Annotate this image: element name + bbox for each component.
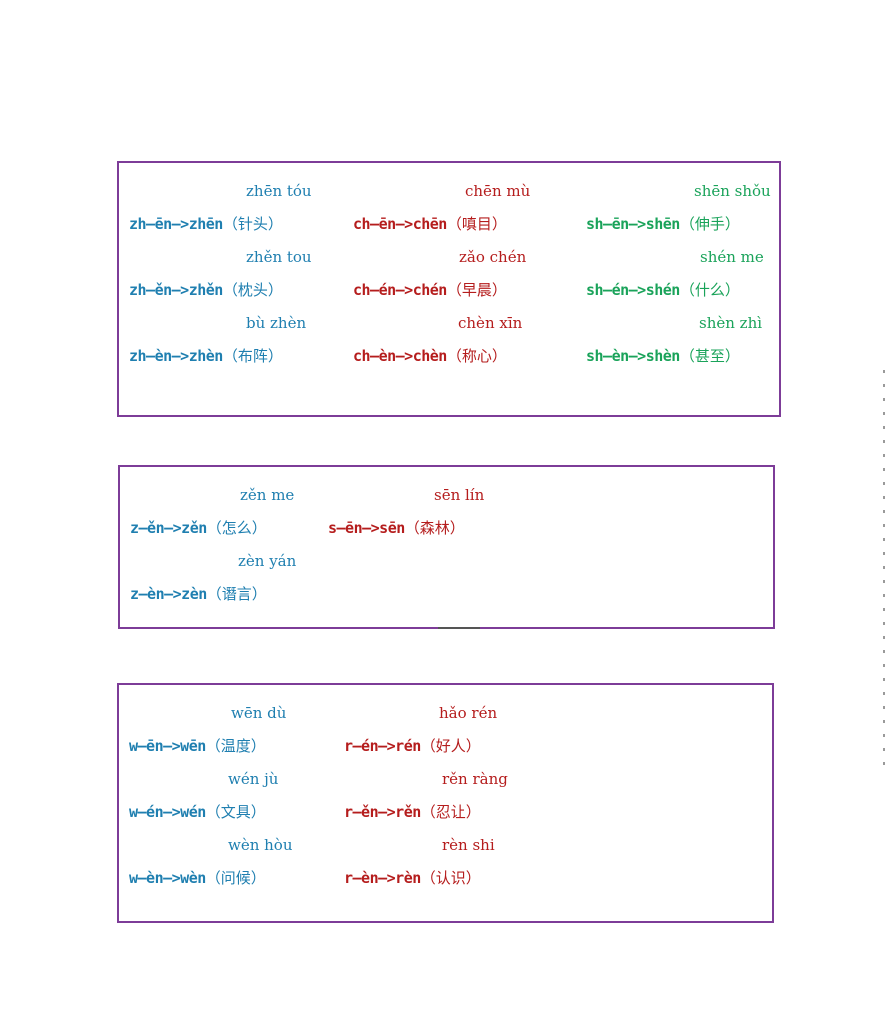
entry: hǎo rén r—én—>rén（好人） (344, 701, 534, 767)
entry: bù zhèn zh—èn—>zhèn（布阵） (129, 311, 329, 377)
pinyin-label: hǎo rén (439, 704, 498, 722)
pinyin-label: wèn hòu (228, 836, 293, 854)
entry: wèn hòu w—èn—>wèn（问候） (129, 833, 319, 899)
word-text: （忍让） (420, 803, 481, 821)
entry: rèn shi r—èn—>rèn（认识） (344, 833, 534, 899)
entry: shēn shǒu sh—ēn—>shēn（伸手） (586, 179, 776, 245)
rule-text: zh—ēn—>zhēn (129, 215, 223, 233)
word-text: （好人） (420, 737, 481, 755)
column-zh: zhēn tóu zh—ēn—>zhēn（针头） zhěn tou zh—ěn—… (129, 179, 329, 377)
word-text: （嗔目） (446, 215, 507, 233)
column-z: zěn me z—ěn—>zěn（怎么） zèn yán z—èn—>zèn（谮… (130, 483, 320, 615)
word-text: （甚至） (679, 347, 740, 365)
word-text: （森林） (404, 519, 465, 537)
pinyin-label: zǎo chén (459, 248, 527, 266)
pinyin-label: zěn me (240, 486, 295, 504)
entry: zǎo chén ch—én—>chén（早晨） (353, 245, 553, 311)
rule-text: zh—ěn—>zhěn (129, 281, 223, 299)
entry: shèn zhì sh—èn—>shèn（甚至） (586, 311, 776, 377)
column-w: wēn dù w—ēn—>wēn（温度） wén jù w—én—>wén（文具… (129, 701, 319, 899)
pinyin-label: wén jù (228, 770, 279, 788)
entry: zhēn tóu zh—ēn—>zhēn（针头） (129, 179, 329, 245)
rule-text: r—èn—>rèn (344, 869, 421, 887)
rule-text: w—én—>wén (129, 803, 206, 821)
box-zh-ch-sh: zhēn tóu zh—ēn—>zhēn（针头） zhěn tou zh—ěn—… (117, 161, 781, 417)
rule-text: zh—èn—>zhèn (129, 347, 223, 365)
word-text: （针头） (222, 215, 283, 233)
box-z-s: zěn me z—ěn—>zěn（怎么） zèn yán z—èn—>zèn（谮… (118, 465, 775, 629)
entry: zèn yán z—èn—>zèn（谮言） (130, 549, 320, 615)
column-r: hǎo rén r—én—>rén（好人） rěn ràng r—ěn—>rěn… (344, 701, 534, 899)
word-text: （认识） (420, 869, 481, 887)
box-w-r: wēn dù w—ēn—>wēn（温度） wén jù w—én—>wén（文具… (117, 683, 774, 923)
rule-text: ch—ēn—>chēn (353, 215, 447, 233)
entry: shén me sh—én—>shén（什么） (586, 245, 776, 311)
rule-text: ch—èn—>chèn (353, 347, 447, 365)
pinyin-label: shēn shǒu (694, 182, 771, 200)
rule-text: r—én—>rén (344, 737, 421, 755)
rule-text: r—ěn—>rěn (344, 803, 421, 821)
word-text: （称心） (446, 347, 507, 365)
pinyin-label: bù zhèn (246, 314, 307, 332)
pinyin-label: chèn xīn (458, 314, 523, 332)
pinyin-label: sēn lín (434, 486, 485, 504)
rule-text: w—èn—>wèn (129, 869, 206, 887)
rule-text: w—ēn—>wēn (129, 737, 206, 755)
word-text: （什么） (679, 281, 740, 299)
divider-mark (438, 627, 480, 629)
word-text: （枕头） (222, 281, 283, 299)
rule-text: z—ěn—>zěn (130, 519, 207, 537)
rule-text: s—ēn—>sēn (328, 519, 405, 537)
pinyin-label: zèn yán (238, 552, 297, 570)
entry: zěn me z—ěn—>zěn（怎么） (130, 483, 320, 549)
word-text: （温度） (205, 737, 266, 755)
rule-text: ch—én—>chén (353, 281, 447, 299)
entry: wēn dù w—ēn—>wēn（温度） (129, 701, 319, 767)
column-sh: shēn shǒu sh—ēn—>shēn（伸手） shén me sh—én—… (586, 179, 776, 377)
rule-text: z—èn—>zèn (130, 585, 207, 603)
pinyin-label: chēn mù (465, 182, 531, 200)
pinyin-label: zhēn tóu (246, 182, 312, 200)
column-s: sēn lín s—ēn—>sēn（森林） (328, 483, 518, 549)
word-text: （伸手） (679, 215, 740, 233)
entry: chēn mù ch—ēn—>chēn（嗔目） (353, 179, 553, 245)
rule-text: sh—ēn—>shēn (586, 215, 680, 233)
rule-text: sh—én—>shén (586, 281, 680, 299)
word-text: （布阵） (222, 347, 283, 365)
word-text: （谮言） (206, 585, 267, 603)
entry: wén jù w—én—>wén（文具） (129, 767, 319, 833)
entry: rěn ràng r—ěn—>rěn（忍让） (344, 767, 534, 833)
entry: chèn xīn ch—èn—>chèn（称心） (353, 311, 553, 377)
column-ch: chēn mù ch—ēn—>chēn（嗔目） zǎo chén ch—én—>… (353, 179, 553, 377)
pinyin-label: shén me (700, 248, 764, 266)
word-text: （问候） (205, 869, 266, 887)
word-text: （怎么） (206, 519, 267, 537)
edge-artifact (883, 370, 885, 770)
entry: sēn lín s—ēn—>sēn（森林） (328, 483, 518, 549)
pinyin-label: wēn dù (231, 704, 287, 722)
word-text: （早晨） (446, 281, 507, 299)
rule-text: sh—èn—>shèn (586, 347, 680, 365)
pinyin-label: zhěn tou (246, 248, 312, 266)
entry: zhěn tou zh—ěn—>zhěn（枕头） (129, 245, 329, 311)
pinyin-label: rěn ràng (442, 770, 508, 788)
pinyin-label: rèn shi (442, 836, 495, 854)
pinyin-label: shèn zhì (699, 314, 763, 332)
word-text: （文具） (205, 803, 266, 821)
